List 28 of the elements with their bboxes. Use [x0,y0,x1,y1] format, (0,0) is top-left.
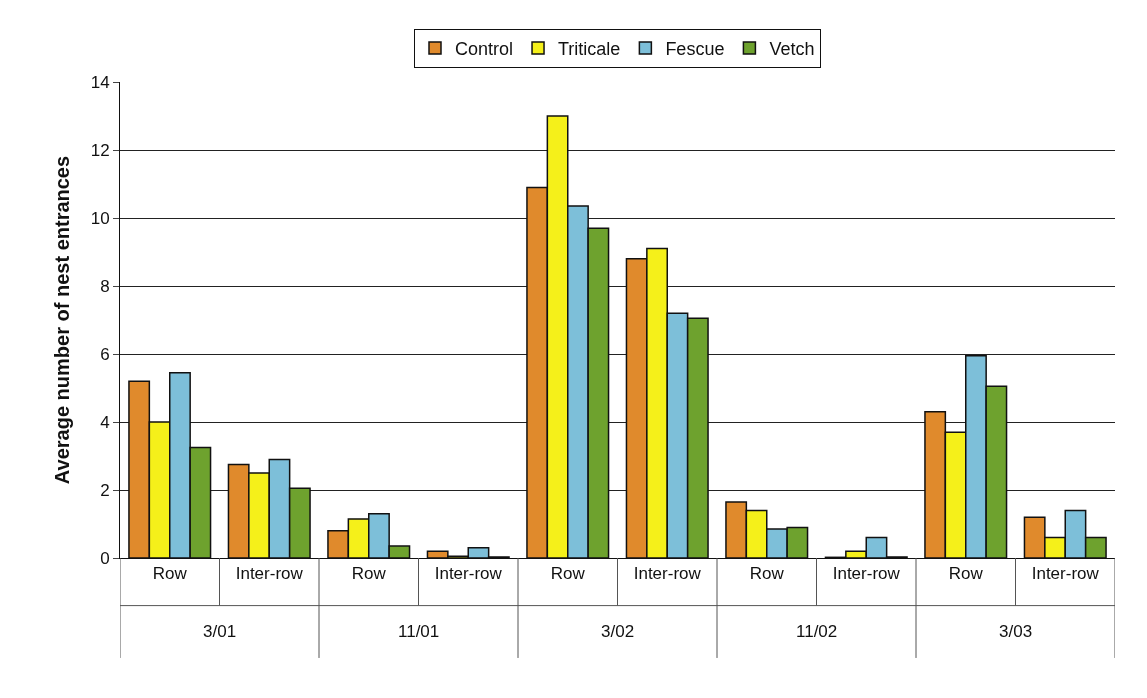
x-tick-label: Row [550,564,586,584]
x-tick-label: Inter-row [434,564,503,584]
text: 11/01 [398,622,440,641]
text: 3/03 [999,622,1033,641]
x-tick-label: Row [948,564,984,584]
legend-label: Control [455,38,514,59]
y-tick-label: 4 [100,412,110,432]
y-tick-label: 2 [100,480,110,500]
y-tick-label: 8 [100,276,110,296]
text: 11/02 [796,622,838,641]
x-tick-label: Row [749,564,785,584]
legend-label: Triticale [558,38,621,59]
y-tick-label: 10 [90,208,110,228]
legend-label: Vetch [769,38,815,59]
y-tick-label: 0 [100,548,110,568]
y-tick-label: 6 [100,344,110,364]
x-tick-label: Inter-row [832,564,901,584]
legend-label: Fescue [665,38,725,59]
x-tick-label: Inter-row [235,564,304,584]
y-tick-label: 14 [90,72,110,92]
x-tick-label: Row [351,564,387,584]
x-tick-label: Inter-row [1031,564,1100,584]
text: 3/01 [203,622,237,641]
x-tick-label: Inter-row [633,564,702,584]
x-tick-label: Row [152,564,188,584]
y-tick-label: 12 [90,140,110,160]
y-axis-title: Average number of nest entrances [51,155,74,485]
text: 3/02 [601,622,635,641]
